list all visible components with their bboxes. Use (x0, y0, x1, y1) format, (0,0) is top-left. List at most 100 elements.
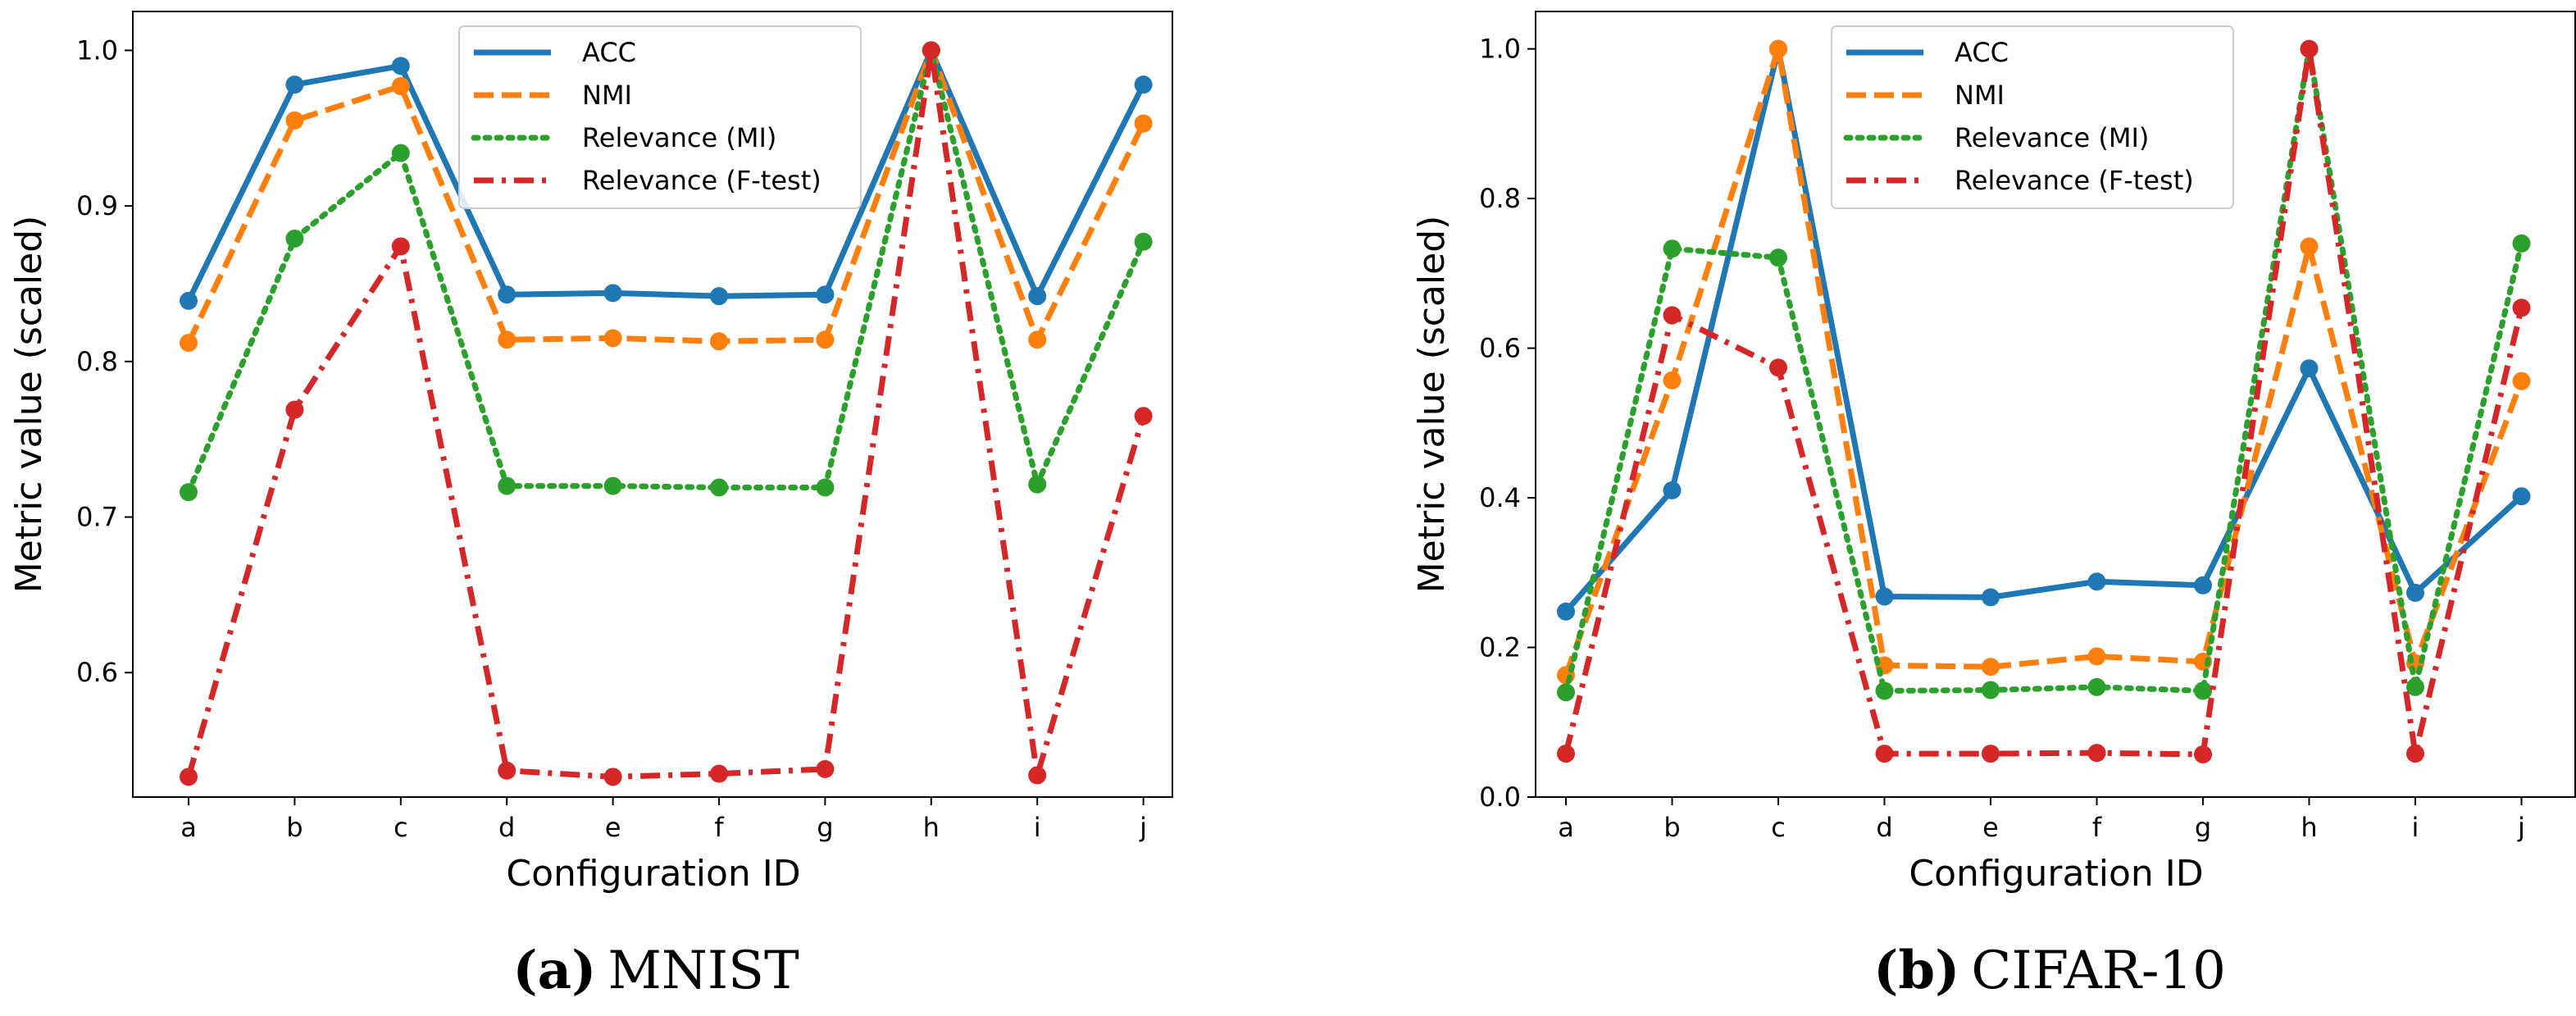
panel-caption: (a) MNIST (512, 940, 799, 1001)
data-point (391, 144, 410, 162)
legend: ACC NMI Relevance (MI) Relevance (F-test) (1831, 25, 2234, 209)
data-point (1028, 330, 1047, 349)
x-axis-label: Configuration ID (506, 853, 800, 895)
data-point (2406, 677, 2424, 696)
x-tick-label: i (2412, 812, 2419, 843)
data-point (1134, 407, 1153, 426)
data-point (2512, 371, 2531, 390)
x-tick-label: i (1034, 812, 1041, 843)
x-tick-label: e (1982, 812, 1999, 843)
data-point (1875, 587, 1894, 606)
x-tick-label: d (1876, 812, 1892, 843)
y-tick-label: 1.0 (1479, 34, 1521, 65)
plot-frame (1535, 11, 2576, 798)
legend-label: Relevance (F-test) (582, 165, 821, 196)
x-tick-label: a (180, 812, 197, 843)
x-tick-label: d (498, 812, 515, 843)
y-tick-label: 0.7 (76, 502, 118, 533)
panel-caption: (b) CIFAR-10 (1873, 940, 2226, 1001)
y-tick-label: 0.9 (76, 190, 118, 221)
x-tick-label: b (1663, 812, 1680, 843)
data-point (1982, 681, 2000, 699)
x-tick-label: j (2517, 812, 2525, 843)
data-point (710, 332, 728, 351)
data-point (2512, 234, 2531, 253)
series-line-nmi (1563, 46, 2524, 677)
x-tick-label: f (714, 812, 724, 843)
data-point (2406, 583, 2424, 602)
caption-letter: (a) (512, 940, 596, 1001)
legend-label: Relevance (MI) (582, 122, 776, 153)
data-point (1028, 287, 1047, 306)
series-line-relevance-f-test (1563, 46, 2524, 758)
y-tick-label: 0.6 (76, 657, 118, 688)
series-line-nmi (185, 47, 1146, 344)
legend-label: ACC (582, 37, 636, 68)
data-point (1134, 75, 1153, 94)
legend-label: Relevance (F-test) (1955, 165, 2194, 196)
x-tick-label: c (1771, 812, 1786, 843)
y-tick-label: 0.8 (76, 346, 118, 377)
data-point (285, 229, 304, 248)
series-line-relevance-mi (1563, 46, 2524, 695)
data-point (1557, 602, 1575, 621)
data-point (1769, 39, 1787, 58)
chart-panel-1: a b c d e f g h i j 0.6 0.7 0.8 0.9 1.0 Configuration I… (8, 11, 1173, 1001)
data-point (180, 768, 198, 786)
x-tick-label: c (394, 812, 408, 843)
data-point (1134, 232, 1153, 251)
data-point (603, 768, 622, 786)
data-point (2300, 359, 2319, 378)
x-tick-label: g (817, 812, 833, 843)
data-point (2194, 745, 2212, 763)
x-tick-label: e (605, 812, 621, 843)
data-point (180, 483, 198, 502)
y-tick-label: 0.0 (1479, 781, 1521, 813)
y-tick-label: 0.2 (1479, 632, 1521, 663)
data-point (391, 237, 410, 256)
data-point (710, 478, 728, 497)
data-point (1982, 745, 2000, 763)
data-point (710, 764, 728, 783)
x-tick-label: f (2092, 812, 2102, 843)
y-axis-label: Metric value (scaled) (8, 216, 50, 594)
data-point (1982, 588, 2000, 607)
y-tick-label: 0.8 (1479, 183, 1521, 214)
x-tick-label: a (1558, 812, 1574, 843)
data-point (816, 330, 835, 349)
data-point (1028, 766, 1047, 785)
x-tick-label: h (2301, 812, 2317, 843)
x-tick-label: h (923, 812, 940, 843)
data-point (816, 478, 835, 497)
data-point (603, 476, 622, 495)
data-point (1134, 114, 1153, 133)
data-point (2087, 572, 2106, 591)
legend-box (458, 25, 862, 209)
data-point (2512, 487, 2531, 506)
data-point (180, 334, 198, 353)
legend-label: ACC (1955, 37, 2009, 68)
data-point (1769, 358, 1787, 377)
data-point (1982, 658, 2000, 677)
data-point (922, 41, 940, 60)
data-point (2087, 647, 2106, 666)
caption-dataset-name: CIFAR-10 (1971, 941, 2226, 1001)
data-point (180, 291, 198, 310)
data-point (391, 57, 410, 75)
caption-dataset-name: MNIST (608, 941, 799, 1001)
legend-label: Relevance (MI) (1955, 122, 2149, 153)
data-point (603, 329, 622, 348)
series-line-relevance-mi (185, 47, 1147, 495)
series-line-acc (185, 47, 1146, 303)
x-tick-label: j (1139, 812, 1147, 843)
caption-letter: (b) (1873, 940, 1959, 1001)
data-point (1663, 371, 1682, 390)
y-tick-label: 0.6 (1479, 333, 1521, 364)
x-axis-label: Configuration ID (1909, 853, 2203, 895)
data-point (285, 400, 304, 419)
data-point (2300, 237, 2319, 256)
data-point (1028, 475, 1047, 494)
legend-box (1831, 25, 2234, 209)
data-point (816, 285, 835, 304)
data-point (1663, 239, 1682, 258)
